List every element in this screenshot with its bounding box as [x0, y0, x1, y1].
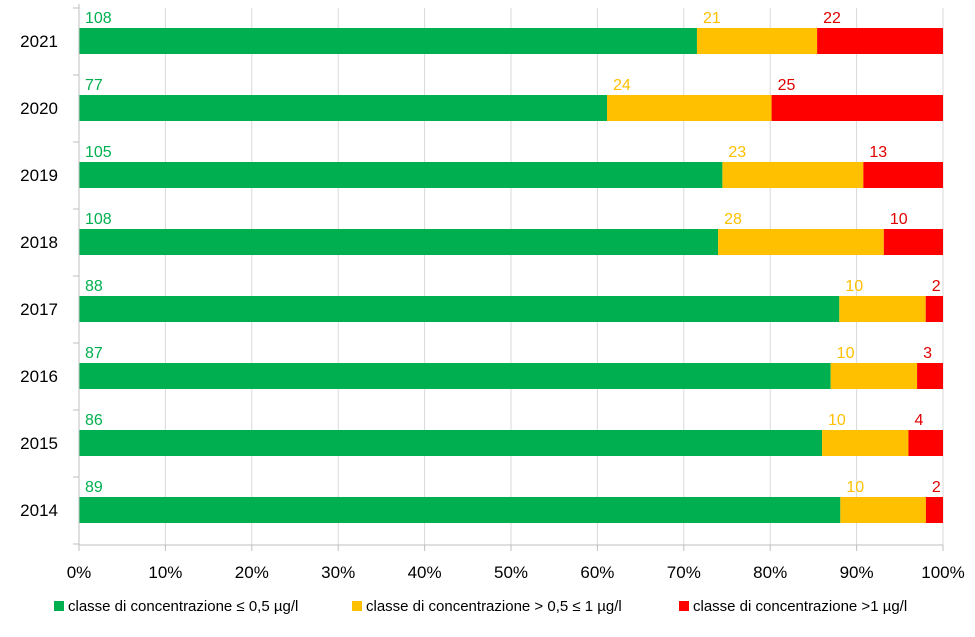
- data-label: 24: [613, 77, 631, 94]
- bar-segment: [79, 229, 719, 255]
- data-label: 10: [828, 412, 846, 429]
- bar-segment: [79, 95, 607, 121]
- data-label: 89: [85, 479, 103, 496]
- bars-layer: [79, 28, 943, 523]
- x-tick-label: 40%: [408, 563, 442, 582]
- y-tick-label: 2014: [20, 501, 58, 520]
- data-label: 10: [846, 479, 864, 496]
- x-tick-label: 80%: [753, 563, 787, 582]
- legend-label: classe di concentrazione > 0,5 ≤ 1 µg/l: [366, 598, 622, 615]
- bar-segment: [79, 28, 697, 54]
- legend-swatch: [679, 601, 689, 611]
- legend-item: classe di concentrazione ≤ 0,5 µg/l: [54, 598, 298, 615]
- bar-segment: [925, 296, 943, 322]
- x-tick-label: 30%: [321, 563, 355, 582]
- legend-swatch: [352, 601, 362, 611]
- bar-segment: [839, 296, 926, 322]
- x-tick-label: 70%: [667, 563, 701, 582]
- data-label: 10: [845, 278, 863, 295]
- bar-segment: [79, 497, 841, 523]
- x-tick-label: 50%: [494, 563, 528, 582]
- data-label: 2: [932, 479, 941, 496]
- data-label: 23: [728, 144, 746, 161]
- data-label: 88: [85, 278, 103, 295]
- data-label: 13: [869, 144, 887, 161]
- bar-segment: [817, 28, 943, 54]
- y-tick-label: 2015: [20, 434, 58, 453]
- data-label: 22: [823, 10, 841, 27]
- data-label: 4: [914, 412, 923, 429]
- grid-layer: [78, 8, 944, 545]
- legend-label: classe di concentrazione >1 µg/l: [693, 598, 907, 615]
- bar-segment: [696, 28, 818, 54]
- bar-segment: [822, 430, 909, 456]
- data-label: 25: [778, 77, 796, 94]
- legend-item: classe di concentrazione >1 µg/l: [679, 598, 907, 615]
- bar-segment: [925, 497, 943, 523]
- data-label: 28: [724, 211, 742, 228]
- data-label: 10: [890, 211, 908, 228]
- legend-swatch: [54, 601, 64, 611]
- data-label: 77: [85, 77, 103, 94]
- bar-segment: [718, 229, 884, 255]
- data-label: 86: [85, 412, 103, 429]
- bar-segment: [830, 363, 918, 389]
- y-tick-label: 2018: [20, 233, 58, 252]
- bar-segment: [607, 95, 772, 121]
- legend: classe di concentrazione ≤ 0,5 µg/l class…: [54, 598, 907, 615]
- data-label: 3: [923, 345, 932, 362]
- bar-segment: [917, 363, 943, 389]
- data-label: 105: [85, 144, 112, 161]
- bar-segment: [883, 229, 943, 255]
- axis-layer: 0% 10% 20% 30% 40% 50% 60% 70% 80% 90% 100% 2021 202…: [20, 4, 965, 582]
- bar-segment: [79, 296, 840, 322]
- data-label: 108: [85, 211, 112, 228]
- x-tick-label: 20%: [235, 563, 269, 582]
- y-tick-label: 2020: [20, 99, 58, 118]
- legend-item: classe di concentrazione > 0,5 ≤ 1 µg/l: [352, 598, 622, 615]
- x-tick-label: 0%: [67, 563, 92, 582]
- data-label: 10: [837, 345, 855, 362]
- y-tick-label: 2017: [20, 300, 58, 319]
- data-label: 21: [703, 10, 721, 27]
- data-label: 87: [85, 345, 103, 362]
- x-tick-label: 90%: [840, 563, 874, 582]
- x-tick-label: 60%: [580, 563, 614, 582]
- bar-segment: [908, 430, 943, 456]
- bar-segment: [863, 162, 943, 188]
- legend-label: classe di concentrazione ≤ 0,5 µg/l: [68, 598, 298, 615]
- bar-segment: [79, 162, 723, 188]
- bar-segment: [79, 363, 831, 389]
- x-tick-label: 100%: [921, 563, 964, 582]
- data-label: 108: [85, 10, 112, 27]
- bar-segment: [840, 497, 926, 523]
- y-tick-label: 2016: [20, 367, 58, 386]
- y-tick-label: 2019: [20, 166, 58, 185]
- bar-segment: [722, 162, 864, 188]
- y-tick-label: 2021: [20, 32, 58, 51]
- bar-segment: [79, 430, 823, 456]
- data-label: 2: [932, 278, 941, 295]
- x-tick-label: 10%: [148, 563, 182, 582]
- bar-segment: [771, 95, 943, 121]
